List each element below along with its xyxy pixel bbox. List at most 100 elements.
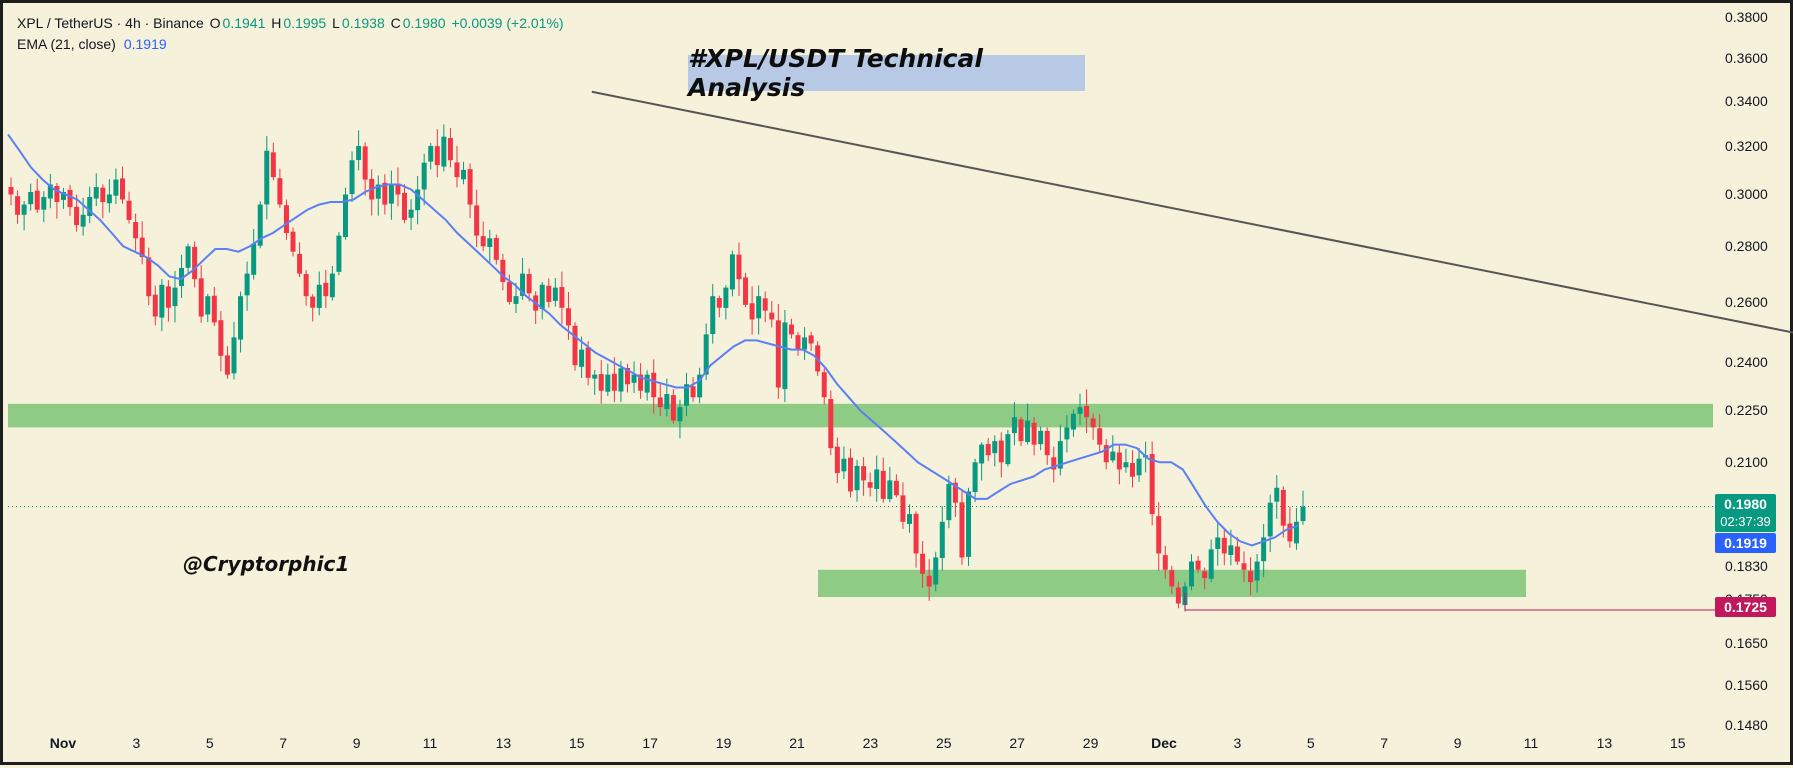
candle[interactable]	[1018, 416, 1024, 447]
demand-zone[interactable]	[8, 403, 1713, 428]
candle[interactable]	[697, 367, 703, 404]
candle[interactable]	[297, 242, 303, 278]
candle[interactable]	[926, 559, 932, 601]
symbol-label[interactable]: XPL / TetherUS · 4h · Binance	[17, 15, 204, 31]
candle[interactable]	[1090, 413, 1096, 440]
candle[interactable]	[821, 368, 827, 405]
candle[interactable]	[251, 229, 257, 280]
candle[interactable]	[1116, 445, 1122, 485]
candle[interactable]	[480, 221, 486, 252]
candle[interactable]	[880, 457, 886, 503]
candle[interactable]	[1248, 557, 1254, 596]
candle[interactable]	[572, 322, 578, 371]
candle[interactable]	[74, 194, 80, 232]
candle[interactable]	[277, 168, 283, 208]
candle[interactable]	[788, 318, 794, 339]
candle[interactable]	[1110, 435, 1116, 463]
candle[interactable]	[854, 459, 860, 502]
candle[interactable]	[1103, 439, 1109, 470]
candle[interactable]	[231, 321, 237, 380]
candle[interactable]	[28, 183, 34, 211]
candle[interactable]	[756, 285, 762, 335]
candle[interactable]	[539, 282, 545, 320]
candle[interactable]	[1215, 522, 1221, 566]
candle[interactable]	[1202, 567, 1208, 590]
candle[interactable]	[1280, 486, 1286, 538]
candle[interactable]	[224, 346, 230, 379]
candle[interactable]	[146, 247, 152, 306]
candle[interactable]	[93, 173, 99, 207]
candle[interactable]	[1208, 539, 1214, 583]
candle[interactable]	[808, 331, 814, 352]
descending-trendline[interactable]	[591, 90, 1793, 562]
candle[interactable]	[638, 363, 644, 399]
candle[interactable]	[1234, 537, 1240, 565]
candle[interactable]	[60, 187, 66, 209]
candle[interactable]	[1195, 555, 1201, 574]
candle[interactable]	[1221, 528, 1227, 566]
candle[interactable]	[47, 173, 53, 209]
candle[interactable]	[41, 191, 47, 223]
candle[interactable]	[1070, 409, 1076, 437]
candle[interactable]	[920, 541, 926, 588]
candle[interactable]	[533, 291, 539, 324]
candle[interactable]	[454, 145, 460, 188]
candle[interactable]	[1038, 426, 1044, 451]
candle[interactable]	[782, 310, 788, 403]
candle[interactable]	[323, 269, 329, 309]
candle[interactable]	[743, 272, 749, 308]
candle[interactable]	[218, 311, 224, 372]
candle[interactable]	[598, 360, 604, 404]
candle[interactable]	[119, 166, 125, 204]
candle[interactable]	[1005, 429, 1011, 467]
candle[interactable]	[1011, 402, 1017, 446]
candle[interactable]	[395, 167, 401, 207]
candle[interactable]	[900, 482, 906, 529]
candle[interactable]	[67, 184, 73, 216]
candle[interactable]	[979, 442, 985, 481]
candle[interactable]	[126, 191, 132, 224]
candle[interactable]	[749, 286, 755, 335]
candle[interactable]	[670, 389, 676, 424]
candle[interactable]	[631, 361, 637, 394]
candle[interactable]	[185, 243, 191, 275]
candle[interactable]	[684, 372, 690, 417]
candle[interactable]	[87, 186, 93, 224]
candle[interactable]	[861, 457, 867, 496]
candle[interactable]	[356, 130, 362, 171]
candle[interactable]	[1254, 553, 1260, 593]
candle[interactable]	[388, 170, 394, 220]
candle[interactable]	[834, 437, 840, 484]
candle[interactable]	[474, 189, 480, 247]
candle[interactable]	[716, 295, 722, 318]
candle[interactable]	[421, 153, 427, 206]
candle[interactable]	[828, 390, 834, 456]
candle[interactable]	[651, 359, 657, 414]
candle[interactable]	[959, 491, 965, 565]
candle[interactable]	[769, 300, 775, 328]
candle[interactable]	[159, 279, 165, 332]
candle[interactable]	[447, 127, 453, 168]
candle[interactable]	[467, 163, 473, 219]
candle[interactable]	[106, 179, 112, 213]
candle[interactable]	[723, 285, 729, 320]
candle[interactable]	[1051, 446, 1057, 483]
candle[interactable]	[893, 474, 899, 498]
candle[interactable]	[15, 190, 21, 224]
candle[interactable]	[205, 293, 211, 323]
candle[interactable]	[434, 129, 440, 178]
candle[interactable]	[1261, 524, 1267, 578]
candle[interactable]	[1189, 554, 1195, 591]
candle[interactable]	[867, 472, 873, 497]
candle[interactable]	[1156, 502, 1162, 571]
candle[interactable]	[303, 270, 309, 306]
candle[interactable]	[729, 250, 735, 297]
candle[interactable]	[349, 151, 355, 202]
candle[interactable]	[1057, 424, 1063, 476]
chart-canvas[interactable]	[3, 3, 1793, 768]
candle[interactable]	[198, 265, 204, 323]
candle[interactable]	[1267, 494, 1273, 552]
candle[interactable]	[966, 487, 972, 566]
candle[interactable]	[1175, 581, 1181, 609]
ema-legend[interactable]: EMA (21, close) 0.1919	[17, 36, 169, 52]
